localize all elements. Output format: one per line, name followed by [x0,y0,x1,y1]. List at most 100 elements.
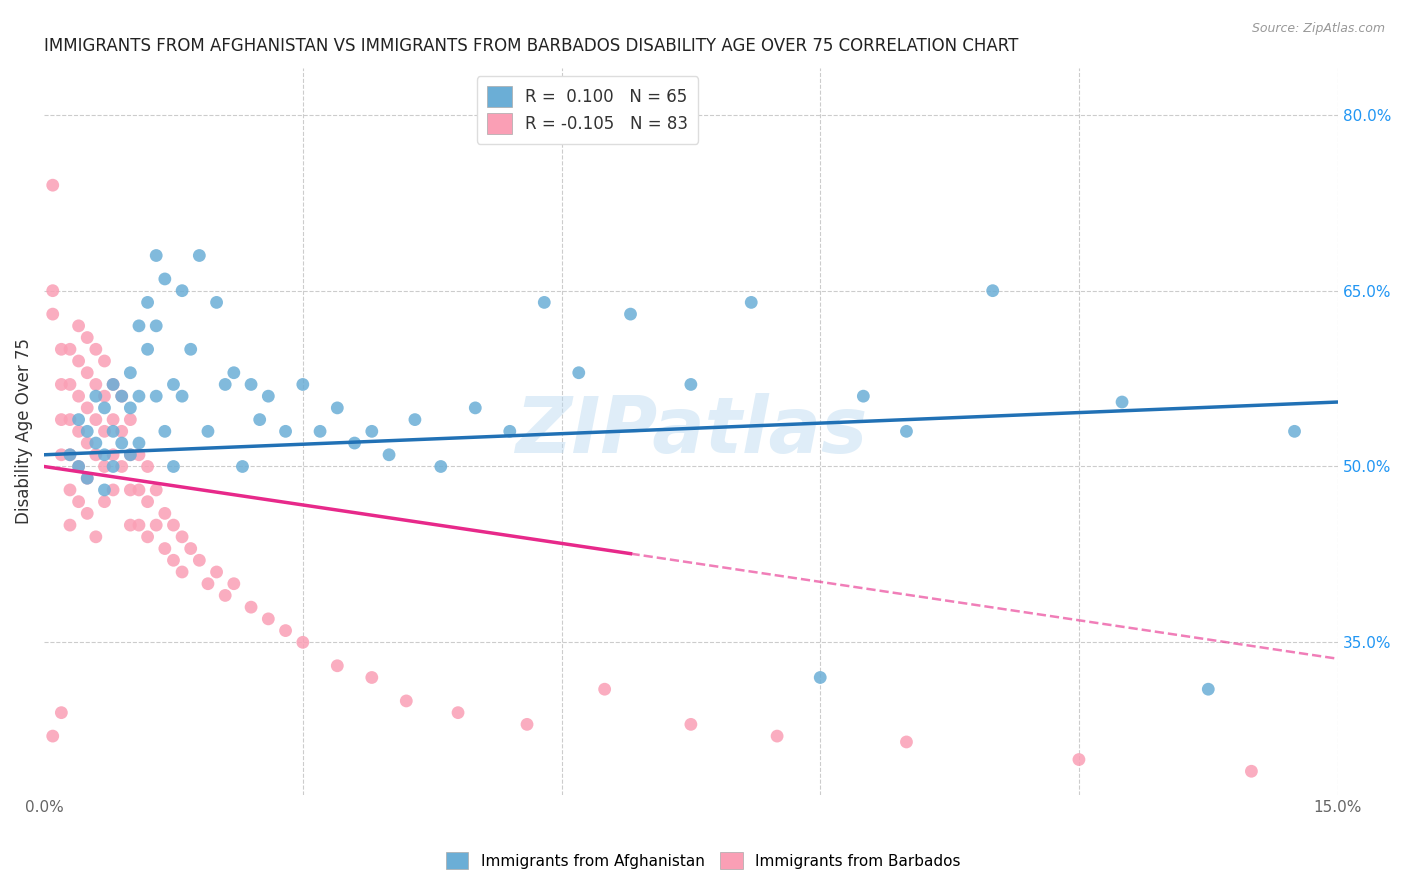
Point [180,343,202,357]
Point [188,553,211,567]
Point [67,459,90,474]
Point [67,318,90,333]
Point [120,448,142,462]
Point [76,401,98,415]
Point [619,307,641,321]
Point [128,436,150,450]
Point [111,389,134,403]
Point [59,483,82,497]
Point [136,343,159,357]
Point [1197,682,1219,697]
Point [162,553,184,567]
Point [120,401,142,415]
Point [76,471,98,485]
Point [153,541,176,556]
Point [93,483,115,497]
Point [128,483,150,497]
Point [240,377,263,392]
Point [249,412,271,426]
Point [76,471,98,485]
Point [76,425,98,439]
Point [378,448,401,462]
Point [222,576,245,591]
Point [533,295,555,310]
Point [42,284,65,298]
Point [145,483,167,497]
Point [1240,764,1263,779]
Point [240,600,263,615]
Point [93,448,115,462]
Point [188,248,211,262]
Point [1067,752,1090,766]
Point [162,377,184,392]
Point [679,717,702,731]
Point [84,343,107,357]
Point [395,694,418,708]
Point [136,459,159,474]
Point [51,448,73,462]
Point [197,425,219,439]
Point [274,425,297,439]
Point [214,377,236,392]
Point [101,412,124,426]
Point [93,494,115,508]
Point [59,448,82,462]
Point [360,671,382,685]
Point [67,389,90,403]
Point [93,354,115,368]
Point [153,425,176,439]
Point [136,494,159,508]
Point [120,448,142,462]
Point [128,389,150,403]
Text: Source: ZipAtlas.com: Source: ZipAtlas.com [1251,22,1385,36]
Point [67,412,90,426]
Point [59,518,82,533]
Point [76,507,98,521]
Point [84,389,107,403]
Text: IMMIGRANTS FROM AFGHANISTAN VS IMMIGRANTS FROM BARBADOS DISABILITY AGE OVER 75 C: IMMIGRANTS FROM AFGHANISTAN VS IMMIGRANT… [44,37,1018,55]
Point [257,612,280,626]
Point [145,389,167,403]
Point [162,459,184,474]
Point [593,682,616,697]
Point [51,343,73,357]
Point [101,483,124,497]
Point [76,436,98,450]
Point [430,459,453,474]
Point [679,377,702,392]
Point [205,565,228,579]
Point [67,354,90,368]
Legend: Immigrants from Afghanistan, Immigrants from Barbados: Immigrants from Afghanistan, Immigrants … [440,846,966,875]
Point [499,425,522,439]
Point [84,448,107,462]
Point [84,377,107,392]
Point [981,284,1004,298]
Point [214,589,236,603]
Point [120,366,142,380]
Point [93,459,115,474]
Point [59,448,82,462]
Point [128,518,150,533]
Point [766,729,789,743]
Point [42,307,65,321]
Point [59,343,82,357]
Point [93,425,115,439]
Point [111,389,134,403]
Point [101,425,124,439]
Point [231,459,253,474]
Point [172,530,194,544]
Point [291,377,314,392]
Point [896,425,918,439]
Point [128,318,150,333]
Point [197,576,219,591]
Point [257,389,280,403]
Point [120,483,142,497]
Point [568,366,591,380]
Point [128,448,150,462]
Point [896,735,918,749]
Point [67,459,90,474]
Legend: R =  0.100   N = 65, R = -0.105   N = 83: R = 0.100 N = 65, R = -0.105 N = 83 [477,77,697,144]
Point [101,377,124,392]
Point [59,412,82,426]
Point [67,425,90,439]
